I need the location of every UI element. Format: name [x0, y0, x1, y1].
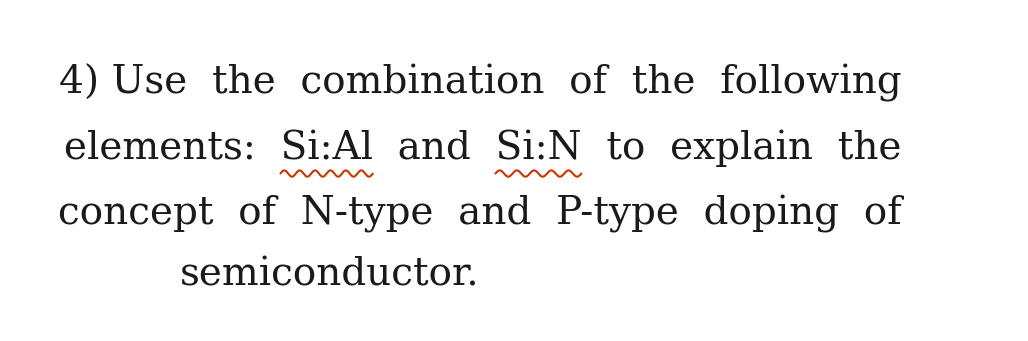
Text: elements:  Si:Al  and  Si:N  to  explain  the: elements: Si:Al and Si:N to explain the — [64, 130, 902, 167]
Text: 4) Use  the  combination  of  the  following: 4) Use the combination of the following — [59, 63, 902, 102]
Text: concept  of  N-type  and  P-type  doping  of: concept of N-type and P-type doping of — [58, 195, 902, 233]
Text: semiconductor.: semiconductor. — [180, 256, 480, 293]
